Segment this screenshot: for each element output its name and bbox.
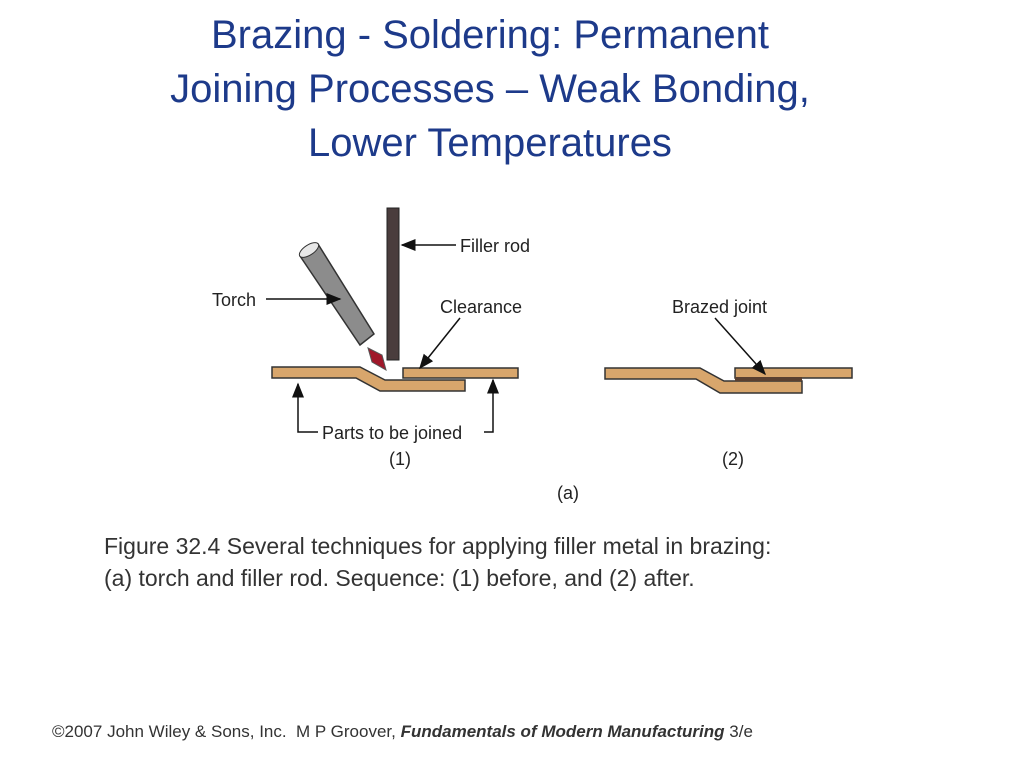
label: Parts to be joined: [322, 423, 462, 443]
edition: 3/e: [725, 722, 753, 741]
title-line: Joining Processes – Weak Bonding,: [170, 67, 810, 111]
arrow: [484, 378, 499, 433]
torch: [298, 242, 375, 347]
torch-tip: [298, 242, 320, 258]
brazed-joint: [735, 377, 802, 381]
label: Clearance: [440, 297, 522, 317]
label: (a): [557, 483, 579, 503]
footer: ©2007 John Wiley & Sons, Inc. M P Groove…: [52, 722, 753, 741]
label: (1): [389, 449, 411, 469]
copyright: ©2007 John Wiley & Sons, Inc. M P Groove…: [52, 722, 401, 741]
arrow: [714, 317, 766, 376]
book-title: Fundamentals of Modern Manufacturing: [401, 722, 726, 741]
filler-rod: [386, 207, 400, 361]
plate: [734, 367, 853, 379]
label: Filler rod: [460, 236, 530, 256]
plate: [271, 366, 466, 392]
plate: [402, 367, 519, 379]
caption: Figure 32.4 Several techniques for apply…: [104, 533, 771, 559]
label: (2): [722, 449, 744, 469]
plate: [604, 367, 803, 394]
arrow: [292, 382, 318, 433]
label: Torch: [212, 290, 256, 310]
label: Brazed joint: [672, 297, 767, 317]
title-line: Lower Temperatures: [308, 121, 672, 165]
figure: Filler rod Torch Clearance Brazed joint …: [212, 207, 853, 503]
flame: [367, 347, 387, 372]
title-line: Brazing - Soldering: Permanent: [211, 13, 769, 57]
arrow: [419, 317, 461, 370]
caption: (a) torch and filler rod. Sequence: (1) …: [104, 565, 695, 591]
